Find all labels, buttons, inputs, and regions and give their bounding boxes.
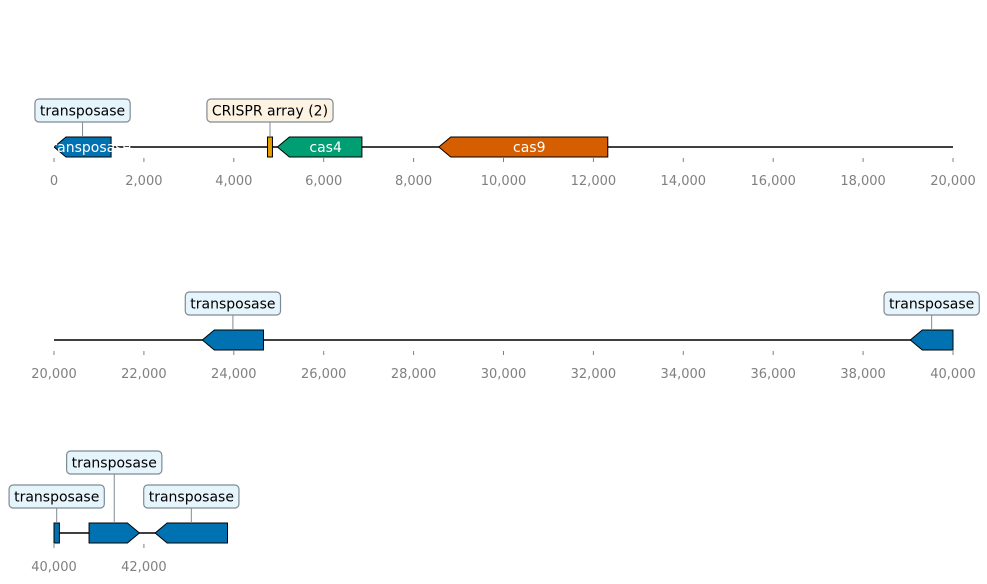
axis-tick-label: 26,000 <box>301 367 347 382</box>
axis-tick-label: 40,000 <box>930 367 976 382</box>
axis-tick-label: 18,000 <box>840 174 886 189</box>
axis-tick-label: 20,000 <box>930 174 976 189</box>
cas9-gene-label: cas9 <box>513 140 545 156</box>
transposase-gene-arrow <box>53 522 60 544</box>
cas4-gene-label: cas4 <box>309 140 342 156</box>
transposase-gene-arrow <box>53 136 112 158</box>
axis-tick-label: 16,000 <box>750 174 796 189</box>
crispr-callout-label: CRISPR array (2) <box>212 104 328 120</box>
transposase-callout-label: transposase <box>40 104 125 120</box>
axis-tick-label: 38,000 <box>840 367 886 382</box>
transposase-callout-label: transposase <box>149 490 234 506</box>
axis-tick-label: 4,000 <box>215 174 252 189</box>
axis-tick-label: 8,000 <box>395 174 432 189</box>
cas9-gene-arrow <box>437 136 609 158</box>
axis-tick-label: 28,000 <box>391 367 437 382</box>
axis-tick-label: 24,000 <box>211 367 257 382</box>
axis-tick-label: 34,000 <box>661 367 707 382</box>
axis-tick-label: 14,000 <box>661 174 707 189</box>
axis-tick-label: 20,000 <box>31 367 77 382</box>
axis-tick-label: 12,000 <box>571 174 617 189</box>
axis-tick-label: 2,000 <box>125 174 162 189</box>
transposase-gene-arrow <box>88 522 141 544</box>
crispr-gene-arrow <box>267 136 273 158</box>
axis-tick-label: 6,000 <box>305 174 342 189</box>
transposase-callout-label: transposase <box>889 297 974 313</box>
transposase-gene-arrow <box>201 329 264 351</box>
axis-tick-label: 0 <box>50 174 58 189</box>
cas4-gene-arrow <box>276 136 363 158</box>
axis-tick-label: 42,000 <box>121 560 167 575</box>
transposase-gene-arrow <box>909 329 954 351</box>
transposase-callout-label: transposase <box>190 297 275 313</box>
axis-tick-label: 32,000 <box>571 367 617 382</box>
transposase-callout-label: transposase <box>72 456 157 472</box>
transposase-gene-arrow <box>154 522 229 544</box>
transposase-gene-label: transposase <box>46 140 131 156</box>
axis-tick-label: 30,000 <box>481 367 527 382</box>
axis-tick-label: 10,000 <box>481 174 527 189</box>
transposase-callout-label: transposase <box>14 490 99 506</box>
axis-tick-label: 40,000 <box>31 560 77 575</box>
axis-tick-label: 22,000 <box>121 367 167 382</box>
axis-tick-label: 36,000 <box>750 367 796 382</box>
